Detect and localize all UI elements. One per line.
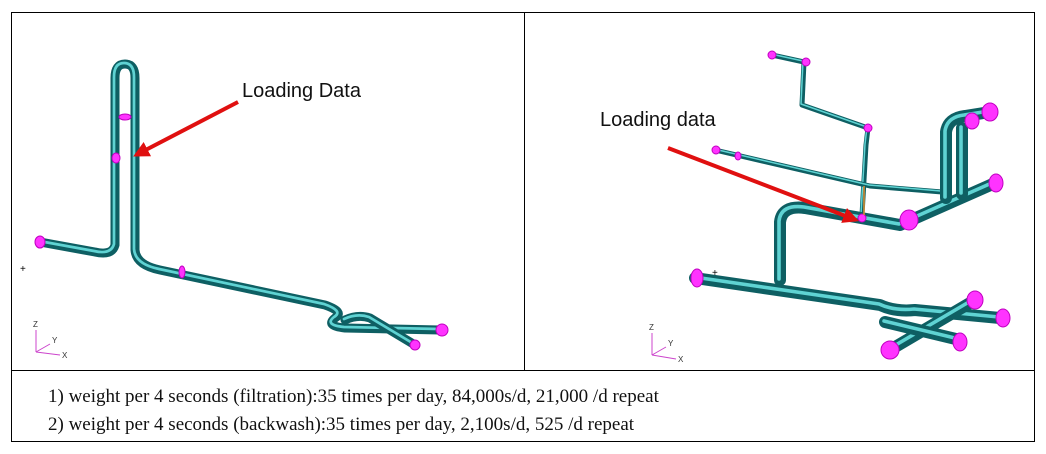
pipe-hi xyxy=(37,61,441,331)
axis-label: Z xyxy=(33,320,38,329)
flange xyxy=(178,265,186,279)
pipe-hi xyxy=(882,319,961,341)
pipe xyxy=(712,147,945,195)
flange xyxy=(964,112,980,130)
pipe-hi xyxy=(692,275,1001,319)
arrow xyxy=(133,100,239,157)
thin-pipes xyxy=(712,52,945,218)
axis-triad: Z Y X xyxy=(649,323,684,364)
table-frame xyxy=(11,12,1035,442)
flange xyxy=(34,235,46,249)
flange xyxy=(734,151,742,161)
pipe-hi xyxy=(777,180,996,281)
loading-label: Loading Data xyxy=(242,80,362,102)
thick-pipes xyxy=(689,106,1006,356)
flange xyxy=(111,152,121,164)
arrow xyxy=(667,146,859,223)
axis-label: Y xyxy=(668,339,674,348)
right-model: Loading data + Z Y X xyxy=(600,50,1011,364)
left-model: Loading Data + Z Y X xyxy=(20,59,449,360)
flange xyxy=(690,268,704,288)
flange xyxy=(857,213,867,223)
axis-label: X xyxy=(678,355,684,364)
loading-label: Loading data xyxy=(600,109,717,131)
pipe-hi xyxy=(887,297,976,351)
flange xyxy=(988,173,1004,193)
frame xyxy=(11,12,1035,442)
axis-label: Z xyxy=(649,323,654,332)
axis xyxy=(651,333,677,360)
flange xyxy=(952,332,968,352)
pipe xyxy=(35,59,445,335)
flange xyxy=(118,113,132,121)
flange xyxy=(981,102,999,122)
flange xyxy=(880,340,900,360)
pipe-hi xyxy=(342,314,416,346)
flange xyxy=(435,323,449,337)
pipe-hi xyxy=(713,148,942,192)
flange xyxy=(711,145,721,155)
note: 1) weight per 4 seconds (filtration):35 … xyxy=(48,386,660,407)
axis-label: X xyxy=(62,351,68,360)
pipe-hi xyxy=(943,109,991,199)
pipes xyxy=(35,59,445,350)
note: 2) weight per 4 seconds (backwash):35 ti… xyxy=(48,414,635,435)
flange xyxy=(863,123,873,133)
flange xyxy=(899,209,919,231)
axis-triad: Z Y X xyxy=(33,320,68,360)
flange xyxy=(966,290,984,310)
axis-label: Y xyxy=(52,336,58,345)
pipe xyxy=(769,52,871,218)
origin-mark: + xyxy=(20,264,26,275)
origin-mark: + xyxy=(712,268,718,279)
flange xyxy=(767,50,777,60)
flanges xyxy=(690,50,1011,360)
axis xyxy=(35,330,61,356)
pipe-hi xyxy=(770,53,868,215)
flange xyxy=(801,57,811,67)
flange xyxy=(409,339,421,351)
flanges xyxy=(34,113,449,351)
flange xyxy=(995,308,1011,328)
